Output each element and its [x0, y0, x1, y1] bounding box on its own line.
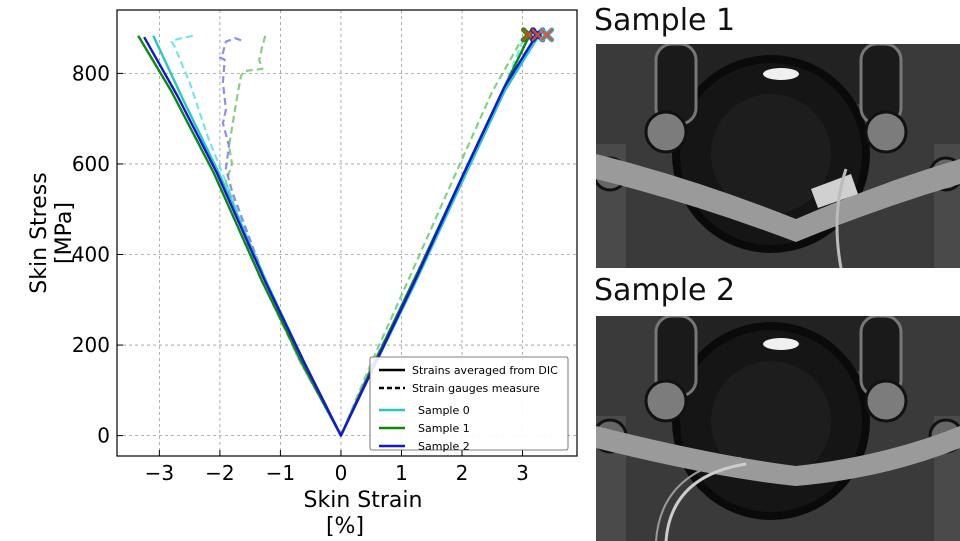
x-tick-label: −3 [145, 461, 174, 485]
plot-frame [116, 9, 578, 457]
y-tick-label: 400 [72, 243, 110, 267]
legend-items: Strains averaged from DIC Strain gauges m… [379, 364, 558, 453]
x-tick-label: 1 [395, 461, 408, 485]
y-tick-label: 200 [72, 333, 110, 357]
legend-label: Strains averaged from DIC [412, 364, 558, 377]
axis-ticks: −3 −2 −1 0 1 2 3 0 200 400 600 800 [72, 61, 529, 485]
legend-box [369, 356, 569, 451]
legend: Strains averaged from DIC Strain gauges m… [369, 356, 569, 453]
legend-label: Strain gauges measure [412, 382, 540, 395]
sample-2-photo [596, 316, 960, 541]
grid [117, 10, 577, 456]
y-axis-label: Skin Stress [27, 172, 52, 293]
y-tick-label: 800 [72, 61, 110, 85]
series-line-sample-1-gauge [224, 35, 524, 437]
x-tick-label: 2 [456, 461, 469, 485]
failure-marker-sample-0 [539, 27, 555, 43]
series-layer [137, 34, 539, 437]
series-line-sample-2-dic [143, 36, 536, 437]
x-tick-label: 3 [516, 461, 529, 485]
legend-label: Sample 1 [418, 422, 470, 435]
legend-label: Sample 0 [418, 404, 470, 417]
stress-strain-chart: −3 −2 −1 0 1 2 3 0 200 400 600 800 Skin Stress [MPa… [27, 9, 578, 539]
x-axis-label: Skin Strain [304, 488, 423, 513]
failure-markers [521, 27, 555, 43]
x-tick-label: −2 [205, 461, 234, 485]
x-tick-label: −1 [266, 461, 295, 485]
photo-title-sample-1: Sample 1 [594, 3, 736, 38]
legend-label: Sample 2 [418, 440, 470, 453]
y-tick-label: 0 [97, 424, 110, 448]
x-axis-unit: [%] [326, 514, 364, 539]
x-tick-label: 0 [335, 461, 348, 485]
y-tick-label: 600 [72, 152, 110, 176]
y-axis-unit: [MPa] [52, 202, 77, 264]
photo-title-sample-2: Sample 2 [594, 273, 736, 308]
sample-1-photo [596, 44, 960, 268]
